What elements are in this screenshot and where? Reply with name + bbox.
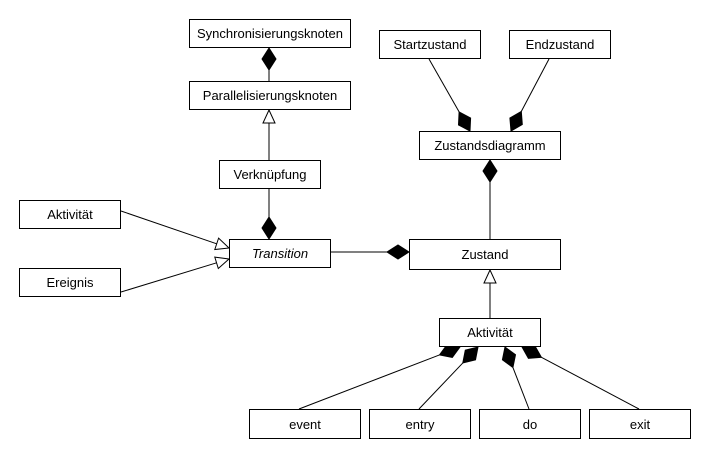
edge-composition-transition-zustand[interactable] <box>331 244 410 260</box>
composition-diamond-icon <box>261 216 277 240</box>
edge-composition-entry-aktivitaet_bottom[interactable] <box>418 346 479 410</box>
edge-line <box>120 210 217 245</box>
edge-line <box>120 262 217 293</box>
class-endzustand[interactable]: Endzustand <box>509 30 611 59</box>
class-label: Parallelisierungsknoten <box>202 88 338 103</box>
class-aktivitaet-bottom[interactable]: Aktivität <box>439 318 541 347</box>
class-event[interactable]: event <box>249 409 361 439</box>
edge-line <box>541 356 640 410</box>
edge-composition-verknuepfung-transition[interactable] <box>261 189 277 240</box>
generalization-arrow-icon <box>214 237 231 251</box>
edge-generalization-aktivitaet_left-transition[interactable] <box>120 210 231 251</box>
edge-generalization-verknuepfung-parallelisierungsknoten[interactable] <box>262 108 276 160</box>
edge-composition-do-aktivitaet_bottom[interactable] <box>501 346 530 410</box>
edge-generalization-aktivitaet_bottom-zustand[interactable] <box>483 268 497 318</box>
class-label: Verknüpfung <box>233 167 307 182</box>
edge-line <box>298 354 440 410</box>
composition-diamond-icon <box>462 346 479 364</box>
class-label: Zustand <box>461 247 509 262</box>
composition-diamond-icon <box>501 346 517 369</box>
class-zustand[interactable]: Zustand <box>409 239 561 270</box>
edge-composition-zustand-zustandsdiagramm[interactable] <box>482 159 498 239</box>
class-label: Transition <box>251 246 309 261</box>
class-aktivitaet-left[interactable]: Aktivität <box>19 200 121 229</box>
class-label: Aktivität <box>47 207 93 222</box>
class-label: do <box>522 416 538 432</box>
generalization-arrow-icon <box>262 108 276 124</box>
class-label: Endzustand <box>525 37 595 52</box>
edge-composition-event-aktivitaet_bottom[interactable] <box>298 343 461 410</box>
class-entry[interactable]: entry <box>369 409 471 439</box>
class-zustandsdiagramm[interactable]: Zustandsdiagramm <box>419 131 561 160</box>
class-label: Zustandsdiagramm <box>434 138 546 153</box>
composition-diamond-icon <box>457 111 472 132</box>
class-parallelisierungsknoten[interactable]: Parallelisierungsknoten <box>189 81 351 110</box>
class-label: Synchronisierungsknoten <box>197 26 343 41</box>
composition-diamond-icon <box>386 244 410 260</box>
class-verknuepfung[interactable]: Verknüpfung <box>219 160 321 189</box>
class-exit[interactable]: exit <box>589 409 691 439</box>
generalization-arrow-icon <box>214 256 231 270</box>
class-label: entry <box>405 416 435 432</box>
edge-line <box>512 367 530 410</box>
generalization-arrow-icon <box>483 268 497 284</box>
edge-generalization-ereignis-transition[interactable] <box>120 256 231 293</box>
edge-line <box>520 58 550 112</box>
edge-line <box>428 58 460 113</box>
class-label: Aktivität <box>467 325 513 340</box>
class-ereignis[interactable]: Ereignis <box>19 268 121 297</box>
class-synchronisierungsknoten[interactable]: Synchronisierungsknoten <box>189 19 351 48</box>
class-startzustand[interactable]: Startzustand <box>379 30 481 59</box>
class-label: exit <box>629 416 651 432</box>
class-label: Startzustand <box>393 37 467 52</box>
composition-diamond-icon <box>521 345 543 359</box>
composition-diamond-icon <box>261 47 277 71</box>
class-do[interactable]: do <box>479 409 581 439</box>
class-label: event <box>289 416 321 432</box>
edge-line <box>418 362 464 410</box>
edge-composition-exit-aktivitaet_bottom[interactable] <box>521 345 640 410</box>
edge-composition-endzustand-zustandsdiagramm[interactable] <box>509 58 550 132</box>
composition-diamond-icon <box>482 159 498 183</box>
class-label: Ereignis <box>46 275 94 290</box>
edge-composition-startzustand-zustandsdiagramm[interactable] <box>428 58 472 132</box>
composition-diamond-icon <box>509 110 523 132</box>
class-transition[interactable]: Transition <box>229 239 331 268</box>
edge-composition-parallelisierungsknoten-synchronisierungsknoten[interactable] <box>261 47 277 81</box>
